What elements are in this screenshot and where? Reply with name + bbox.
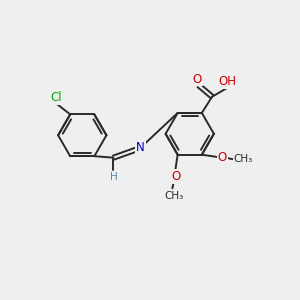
- Text: CH₃: CH₃: [233, 154, 253, 164]
- Text: CH₃: CH₃: [164, 190, 184, 201]
- Text: N: N: [136, 141, 145, 154]
- Text: Cl: Cl: [51, 91, 62, 104]
- Text: O: O: [171, 170, 181, 183]
- Text: OH: OH: [219, 76, 237, 88]
- Text: O: O: [193, 73, 202, 85]
- Text: H: H: [110, 172, 117, 182]
- Text: O: O: [218, 151, 227, 164]
